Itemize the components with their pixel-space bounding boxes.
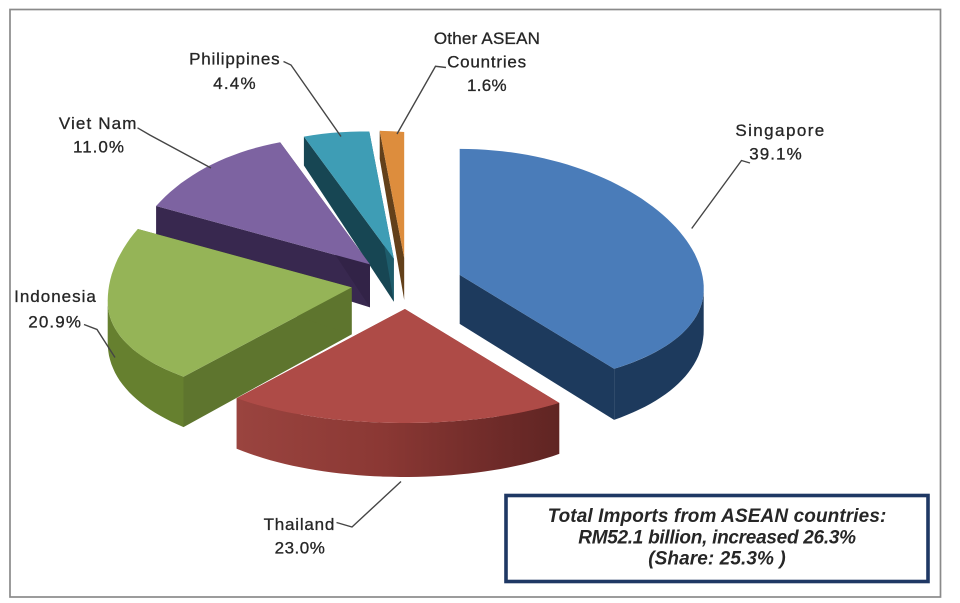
svg-text:RM52.1 billion, increased 26.3: RM52.1 billion, increased 26.3% — [578, 528, 856, 549]
svg-text:4.4%: 4.4% — [213, 74, 257, 93]
svg-text:Philippines: Philippines — [189, 49, 280, 68]
svg-text:Indonesia: Indonesia — [14, 287, 97, 306]
svg-text:1.6%: 1.6% — [467, 76, 507, 95]
svg-text:(Share: 25.3% ): (Share: 25.3% ) — [648, 549, 786, 570]
svg-text:Singapore: Singapore — [735, 121, 825, 140]
svg-text:Total Imports from ASEAN count: Total Imports from ASEAN countries: — [548, 506, 887, 527]
svg-text:Viet Nam: Viet Nam — [59, 114, 138, 133]
svg-text:Other ASEAN: Other ASEAN — [434, 29, 540, 48]
svg-text:Thailand: Thailand — [264, 515, 336, 534]
svg-text:20.9%: 20.9% — [28, 313, 82, 332]
svg-text:Countries: Countries — [447, 53, 527, 72]
svg-text:39.1%: 39.1% — [749, 145, 803, 164]
svg-text:11.0%: 11.0% — [73, 138, 125, 157]
svg-text:23.0%: 23.0% — [275, 539, 326, 558]
